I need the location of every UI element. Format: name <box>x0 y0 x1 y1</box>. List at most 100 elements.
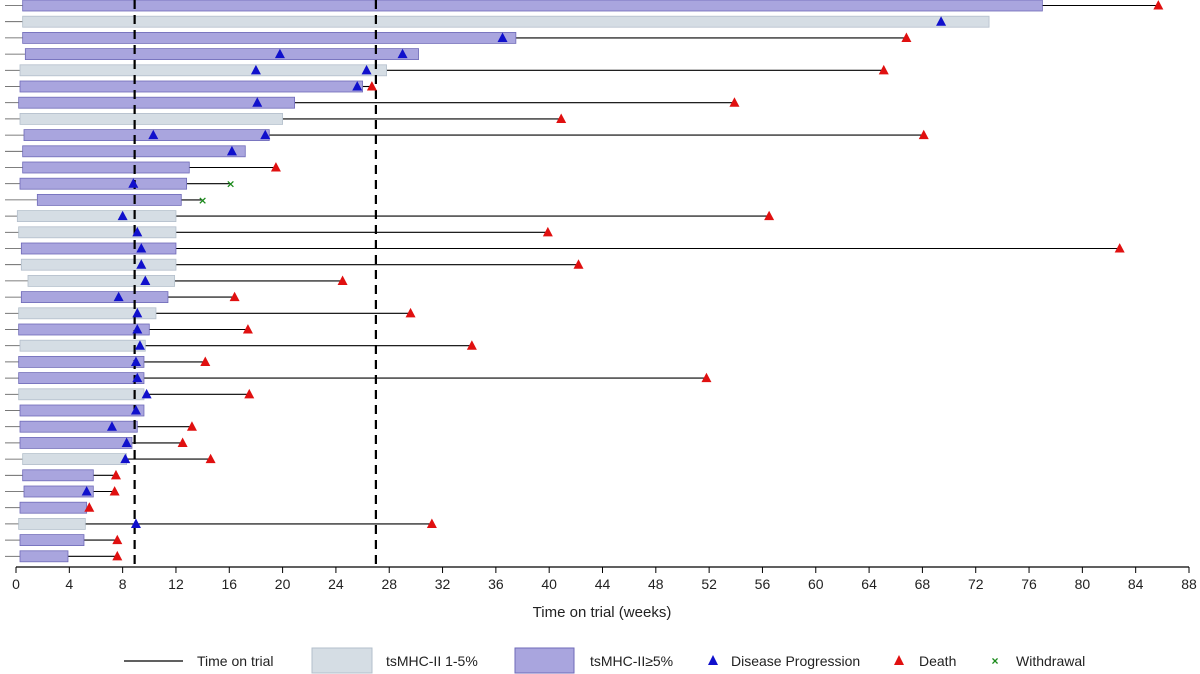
x-axis-title: Time on trial (weeks) <box>533 604 672 621</box>
progression-marker <box>132 372 143 383</box>
death-marker <box>110 469 121 480</box>
bar-tsmhc-high <box>19 436 133 449</box>
x-tick-label: 16 <box>221 576 237 592</box>
bar-tsmhc-low <box>27 274 176 287</box>
patient-row <box>5 550 118 563</box>
death-marker <box>229 291 240 302</box>
death-marker <box>205 453 216 464</box>
patient-row <box>5 307 411 320</box>
x-tick-label: 60 <box>808 576 824 592</box>
progression-marker <box>140 275 151 285</box>
death-marker <box>270 162 281 172</box>
patient-row <box>5 145 246 158</box>
progression-marker <box>121 437 132 447</box>
bar-tsmhc-high <box>23 485 94 498</box>
legend: Time on trial tsMHC-II 1-5% tsMHC-II≥5% … <box>124 647 1085 674</box>
patient-row <box>5 291 235 304</box>
patient-row <box>5 323 248 336</box>
x-tick-label: 44 <box>595 576 611 592</box>
withdrawal-marker: × <box>198 194 207 207</box>
patient-row <box>5 518 432 530</box>
death-marker <box>177 437 188 447</box>
progression-marker <box>134 340 145 350</box>
patient-row <box>5 469 116 482</box>
bar-tsmhc-low <box>20 258 177 271</box>
bar-tsmhc-high <box>36 193 182 206</box>
x-tick-label: 28 <box>381 576 397 592</box>
x-tick-label: 4 <box>65 576 73 592</box>
bar-tsmhc-low <box>19 64 387 77</box>
death-marker <box>701 372 712 383</box>
x-tick-label: 88 <box>1181 576 1197 592</box>
progression-marker <box>136 259 147 269</box>
withdrawal-marker: × <box>226 178 235 191</box>
bar-tsmhc-high <box>20 242 177 255</box>
patient-row <box>5 453 211 466</box>
death-marker <box>426 518 437 528</box>
patient-row <box>5 436 183 449</box>
progression-marker <box>106 421 117 431</box>
bar-tsmhc-high <box>19 80 363 93</box>
x-tick-label: 0 <box>12 576 20 592</box>
progression-marker <box>352 81 363 91</box>
bar-tsmhc-low <box>18 226 177 239</box>
patient-row <box>5 534 118 546</box>
patient-row <box>5 339 472 352</box>
progression-marker <box>397 48 408 59</box>
progression-marker <box>226 145 237 156</box>
progression-marker <box>141 388 152 399</box>
patient-row <box>5 226 548 239</box>
death-marker <box>109 486 120 496</box>
death-marker <box>466 340 477 350</box>
death-marker <box>764 210 775 221</box>
x-tick-label: 68 <box>915 576 931 592</box>
death-marker <box>918 129 929 140</box>
bar-tsmhc-high <box>22 161 190 174</box>
progression-marker <box>81 486 92 496</box>
progression-marker <box>274 48 285 59</box>
bar-tsmhc-low <box>16 210 177 223</box>
death-marker <box>366 81 377 91</box>
patient-row <box>5 388 250 401</box>
progression-marker <box>136 243 147 253</box>
bar-tsmhc-low <box>22 453 128 466</box>
death-marker <box>1114 243 1125 253</box>
progression-marker <box>361 64 372 75</box>
patient-row <box>5 0 1159 12</box>
bar-tsmhc-high <box>18 372 145 385</box>
triangle-icon <box>708 655 718 665</box>
progression-marker <box>148 129 159 140</box>
bar-tsmhc-high <box>22 32 517 44</box>
x-tick-label: 32 <box>435 576 451 592</box>
bar-tsmhc-high <box>18 96 295 109</box>
bar-tsmhc-low <box>19 113 283 125</box>
bar-tsmhc-high <box>19 404 145 417</box>
bar-tsmhc-high <box>19 550 69 563</box>
patient-row <box>5 258 579 271</box>
patient-row <box>5 420 192 433</box>
progression-marker <box>260 129 271 140</box>
plot-area: ×× <box>5 0 1164 567</box>
patient-row <box>5 80 372 93</box>
progression-marker <box>132 226 143 237</box>
x-tick-label: 76 <box>1021 576 1037 592</box>
x-tick-label: 24 <box>328 576 344 592</box>
bar-tsmhc-low <box>18 518 86 530</box>
progression-marker <box>250 64 261 75</box>
death-marker <box>729 97 740 107</box>
progression-marker <box>128 178 139 188</box>
progression-marker <box>120 453 131 464</box>
cross-icon: × <box>991 654 998 668</box>
x-axis: Time on trial (weeks) 0 4 8 12 16 20 24 28 32 36 4… <box>12 566 1197 621</box>
patient-row <box>5 274 343 287</box>
patient-row <box>5 242 1120 255</box>
bar-tsmhc-high <box>20 291 169 304</box>
x-tick-label: 20 <box>275 576 291 592</box>
death-marker <box>200 356 211 366</box>
patient-row <box>5 372 707 385</box>
patient-row <box>5 64 884 77</box>
bar-tsmhc-low <box>18 307 157 320</box>
progression-marker <box>132 307 143 318</box>
progression-marker <box>130 356 141 366</box>
death-marker <box>112 550 123 561</box>
